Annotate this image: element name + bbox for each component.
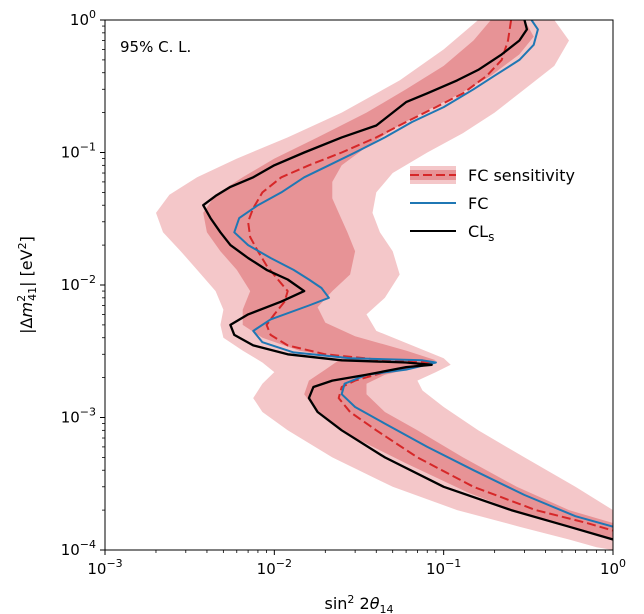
x-tick-label: 10−2 [257, 557, 292, 578]
series-line-fc [233, 20, 613, 528]
y-tick-label: 10−2 [61, 273, 96, 294]
sensitivity-bands [156, 20, 613, 550]
legend-label-fc: FC [468, 194, 488, 213]
svg-text:|Δm241| [eV2]: |Δm241| [eV2] [15, 236, 39, 334]
series-line-cls [202, 20, 613, 541]
band-inner [203, 20, 613, 540]
x-tick-label: 100 [600, 557, 626, 578]
legend-label-fc-sensitivity: FC sensitivity [468, 166, 575, 185]
annotation-cl: 95% C. L. [120, 38, 191, 56]
y-tick-label: 10−3 [61, 406, 96, 427]
legend-label-cls: CLs [468, 222, 494, 244]
y-tick-label: 10−1 [61, 141, 96, 162]
series-line-fc-sensitivity [247, 20, 613, 532]
contour-lines [202, 20, 613, 541]
y-axis-label: |Δm241| [eV2] [15, 236, 39, 334]
x-tick-label: 10−1 [426, 557, 461, 578]
legend: FC sensitivity FC CLs [410, 166, 575, 244]
x-tick-label: 10−3 [87, 557, 122, 578]
y-tick-label: 100 [70, 8, 96, 29]
band-outer [156, 20, 613, 550]
svg-text:sin2 2θ14: sin2 2θ14 [325, 593, 394, 614]
legend-band-inner-swatch [410, 170, 456, 180]
x-axis-label: sin2 2θ14 [325, 593, 394, 614]
y-tick-label: 10−4 [61, 538, 96, 559]
